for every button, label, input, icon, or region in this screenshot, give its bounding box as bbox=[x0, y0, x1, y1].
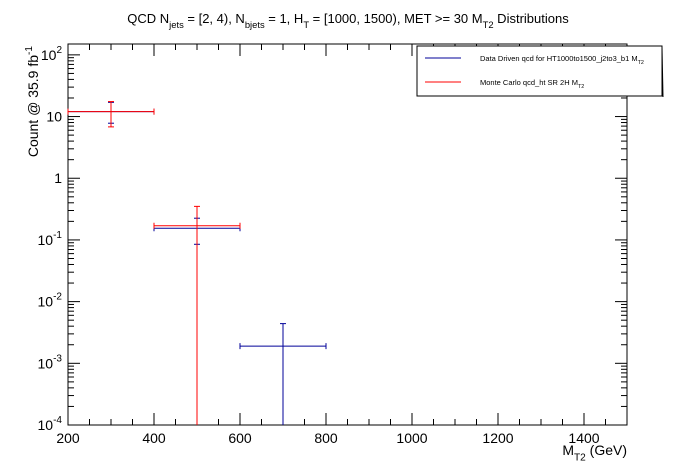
legend-box bbox=[416, 45, 663, 97]
data-series bbox=[67, 101, 327, 425]
y-tick-label: 10-4 bbox=[38, 415, 63, 433]
y-tick-label: 102 bbox=[41, 45, 63, 63]
data-point bbox=[153, 205, 241, 425]
plot-border bbox=[67, 43, 628, 426]
x-tick-label: 1400 bbox=[568, 430, 599, 446]
chart-title-text: QCD Njets = [2, 4), Nbjets = 1, HT = [10… bbox=[127, 11, 569, 30]
y-tick-label: 10-2 bbox=[38, 292, 63, 310]
y-tick-label: 10-3 bbox=[38, 353, 63, 371]
y-axis-label: Count @ 35.9 fb-1 bbox=[24, 46, 41, 158]
plot-frame bbox=[67, 43, 628, 426]
legend-entry-label: Monte Carlo qcd_ht SR 2H MT2 bbox=[480, 78, 584, 90]
x-tick-label: 800 bbox=[314, 430, 338, 446]
data-point bbox=[67, 101, 155, 128]
chart-title: QCD Njets = [2, 4), Nbjets = 1, HT = [10… bbox=[127, 11, 569, 30]
series-1 bbox=[67, 101, 241, 425]
y-tick-label: 10-1 bbox=[38, 230, 63, 248]
x-tick-label: 200 bbox=[56, 430, 80, 446]
x-axis-ticks: 200 400 600 800 1000 1200 1400 bbox=[56, 44, 628, 446]
y-axis-ticks: 10-4 10-3 10-2 10-1 1 10 102 bbox=[38, 45, 627, 433]
y-tick-label: 10 bbox=[46, 109, 62, 125]
x-tick-label: 1000 bbox=[396, 430, 427, 446]
x-tick-label: 1200 bbox=[482, 430, 513, 446]
y-axis-title: Count @ 35.9 fb-1 bbox=[24, 46, 41, 158]
legend-entry-label: Data Driven qcd for HT1000to1500_j2to3_b… bbox=[480, 54, 644, 66]
x-axis-label: MT2 (GeV) bbox=[562, 442, 627, 463]
x-tick-label: 400 bbox=[142, 430, 166, 446]
data-point bbox=[239, 323, 327, 425]
y-tick-label: 1 bbox=[54, 170, 62, 186]
x-axis-title: MT2 (GeV) bbox=[562, 442, 627, 463]
legend-shadow bbox=[661, 46, 664, 98]
legend: Data Driven qcd for HT1000to1500_j2to3_b… bbox=[416, 45, 664, 98]
x-tick-label: 600 bbox=[228, 430, 252, 446]
